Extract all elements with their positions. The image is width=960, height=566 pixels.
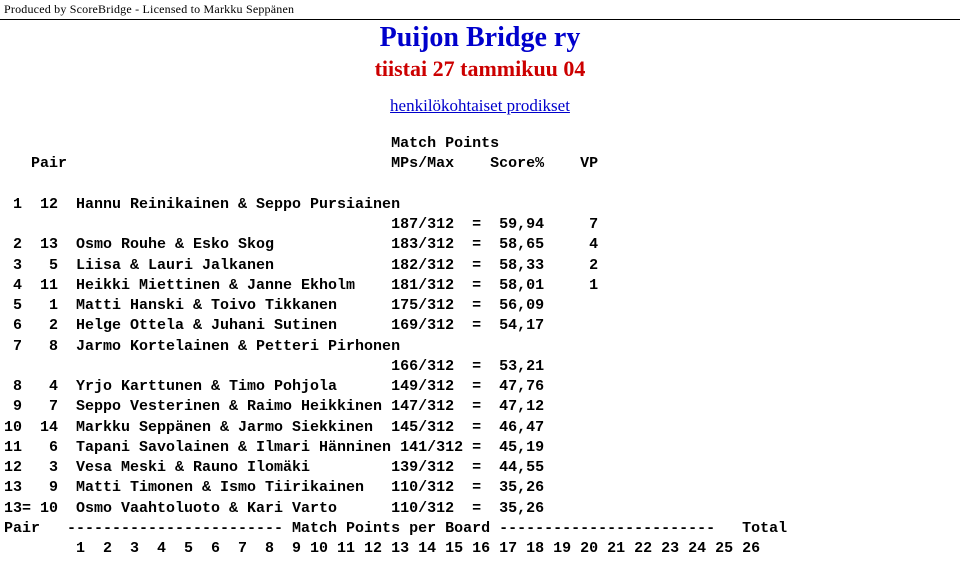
license-line: Produced by ScoreBridge - Licensed to Ma… — [0, 0, 960, 20]
results-table: Match Points Pair MPs/Max Score% VP 1 12… — [0, 134, 960, 559]
personal-scores-link[interactable]: henkilökohtaiset prodikset — [390, 96, 570, 115]
page-subtitle: tiistai 27 tammikuu 04 — [0, 56, 960, 82]
personal-scores-link-wrap: henkilökohtaiset prodikset — [0, 96, 960, 116]
page-title: Puijon Bridge ry — [0, 22, 960, 54]
